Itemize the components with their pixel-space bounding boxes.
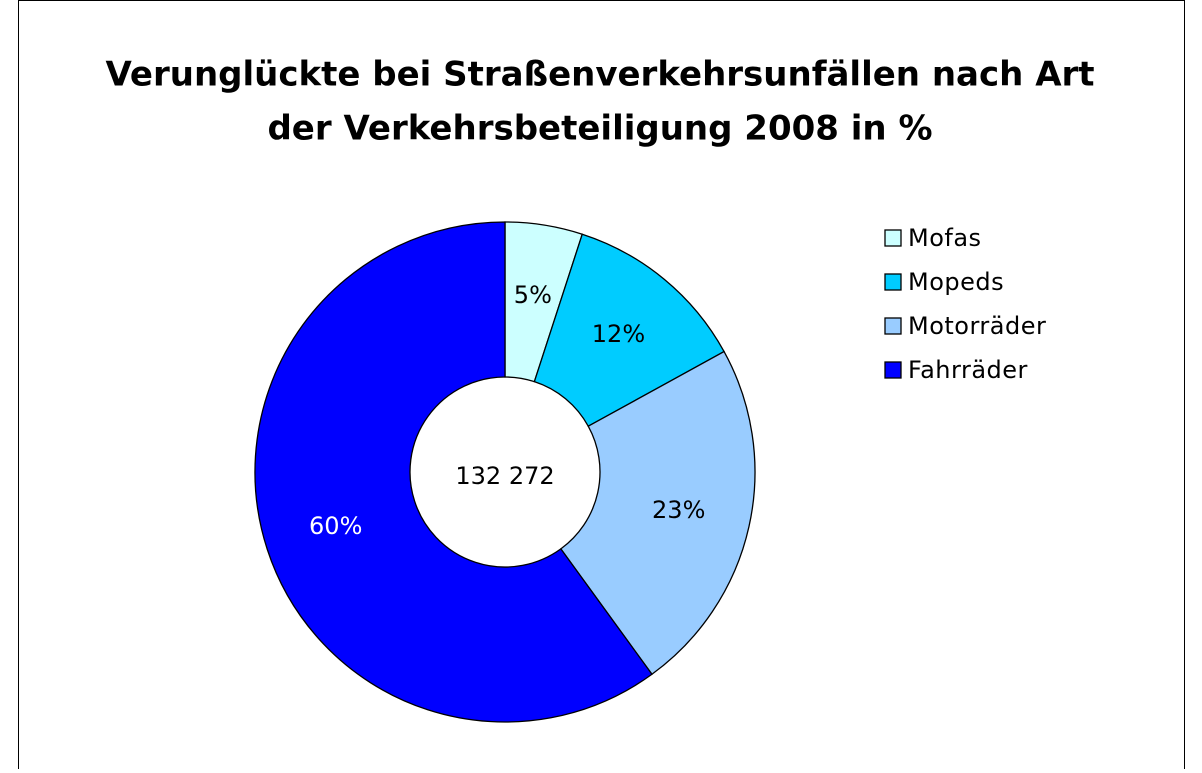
legend-swatch bbox=[884, 229, 902, 247]
legend-swatch bbox=[884, 273, 902, 291]
data-label: 60% bbox=[309, 512, 362, 540]
center-label: 132 272 bbox=[455, 462, 554, 490]
data-label: 23% bbox=[652, 496, 705, 524]
legend-label: Motorräder bbox=[908, 312, 1046, 340]
chart-title: der Verkehrsbeteiligung 2008 in % bbox=[267, 109, 932, 149]
donut-slice bbox=[254, 221, 653, 723]
legend-label: Mofas bbox=[908, 224, 982, 252]
data-label: 5% bbox=[514, 281, 552, 309]
chart-title: Verunglückte bei Straßenverkehrsunfällen… bbox=[105, 55, 1094, 95]
legend-label: Mopeds bbox=[908, 268, 1004, 296]
legend-swatch bbox=[884, 361, 902, 379]
data-label: 12% bbox=[592, 320, 645, 348]
donut-slice bbox=[533, 233, 725, 428]
legend-swatch bbox=[884, 317, 902, 335]
donut-slice bbox=[559, 350, 756, 676]
legend-label: Fahrräder bbox=[908, 356, 1028, 384]
